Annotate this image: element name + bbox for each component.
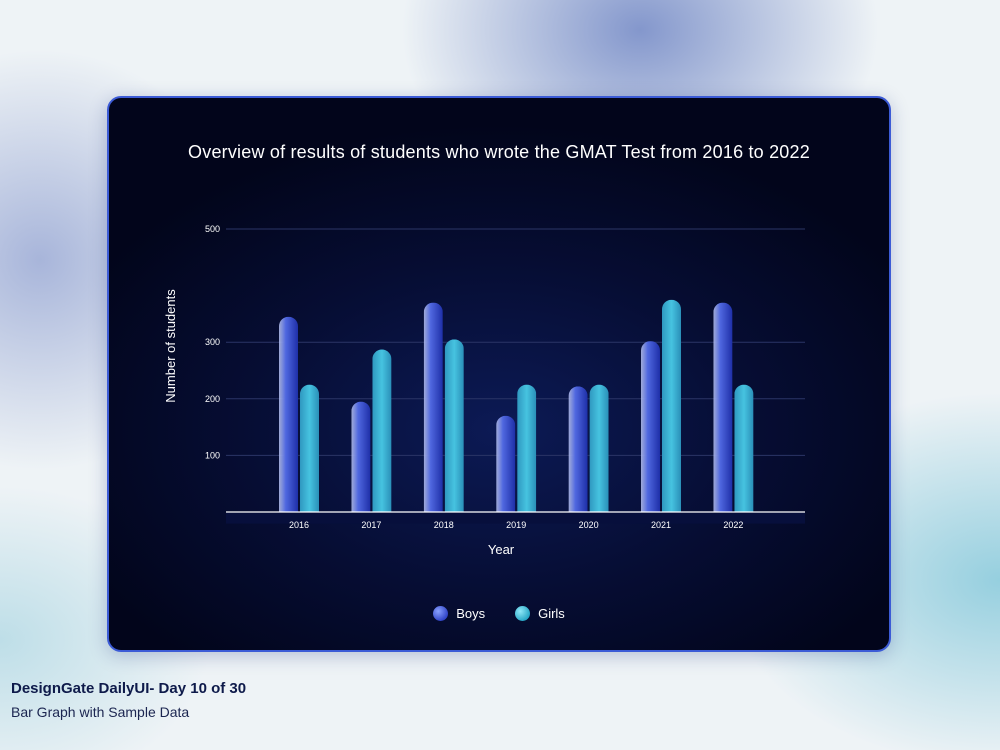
x-tick-label: 2018 bbox=[434, 520, 454, 530]
y-tick-label: 500 bbox=[205, 224, 220, 234]
bar-girls-2022 bbox=[734, 385, 753, 522]
bar-girls-2016 bbox=[300, 385, 319, 522]
bar-chart: 100 200 300 500 2016 2017 2018 2019 2020 2021 202… bbox=[163, 224, 805, 557]
x-axis-label: Year bbox=[488, 542, 515, 557]
chart-legend: Boys Girls bbox=[109, 606, 889, 621]
bar-boys-2017 bbox=[351, 402, 370, 522]
caption: DesignGate DailyUI- Day 10 of 30 Bar Gra… bbox=[11, 680, 246, 720]
bar-girls-2020 bbox=[590, 385, 609, 522]
bar-boys-2016 bbox=[279, 317, 298, 522]
legend-label-boys: Boys bbox=[456, 606, 486, 621]
baseline-mask bbox=[226, 512, 805, 524]
y-axis-label: Number of students bbox=[163, 289, 178, 403]
y-tick-label: 200 bbox=[205, 394, 220, 404]
legend-swatch-boys bbox=[433, 606, 449, 621]
x-tick-label: 2019 bbox=[506, 520, 526, 530]
bar-girls-2019 bbox=[517, 385, 536, 522]
caption-subtitle: Bar Graph with Sample Data bbox=[11, 704, 190, 720]
y-tick-label: 300 bbox=[205, 337, 220, 347]
x-tick-label: 2020 bbox=[579, 520, 599, 530]
x-tick-label: 2022 bbox=[723, 520, 743, 530]
y-tick-label: 100 bbox=[205, 450, 220, 460]
bar-boys-2021 bbox=[641, 341, 660, 522]
bar-boys-2022 bbox=[713, 303, 732, 522]
chart-title: Overview of results of students who wrot… bbox=[188, 142, 810, 162]
bar-boys-2020 bbox=[569, 386, 588, 522]
legend-item-boys: Boys bbox=[433, 606, 485, 621]
legend-label-girls: Girls bbox=[538, 606, 565, 621]
x-tick-label: 2021 bbox=[651, 520, 671, 530]
x-tick-label: 2017 bbox=[361, 520, 381, 530]
bar-girls-2018 bbox=[445, 339, 464, 522]
legend-item-girls: Girls bbox=[515, 606, 565, 621]
chart-card: Overview of results of students who wrot… bbox=[107, 96, 891, 652]
bar-boys-2019 bbox=[496, 416, 515, 522]
legend-swatch-girls bbox=[515, 606, 531, 621]
bar-girls-2021 bbox=[662, 300, 681, 522]
caption-title: DesignGate DailyUI- Day 10 of 30 bbox=[11, 680, 247, 697]
bar-boys-2018 bbox=[424, 303, 443, 522]
x-tick-label: 2016 bbox=[289, 520, 309, 530]
bar-girls-2017 bbox=[372, 350, 391, 522]
